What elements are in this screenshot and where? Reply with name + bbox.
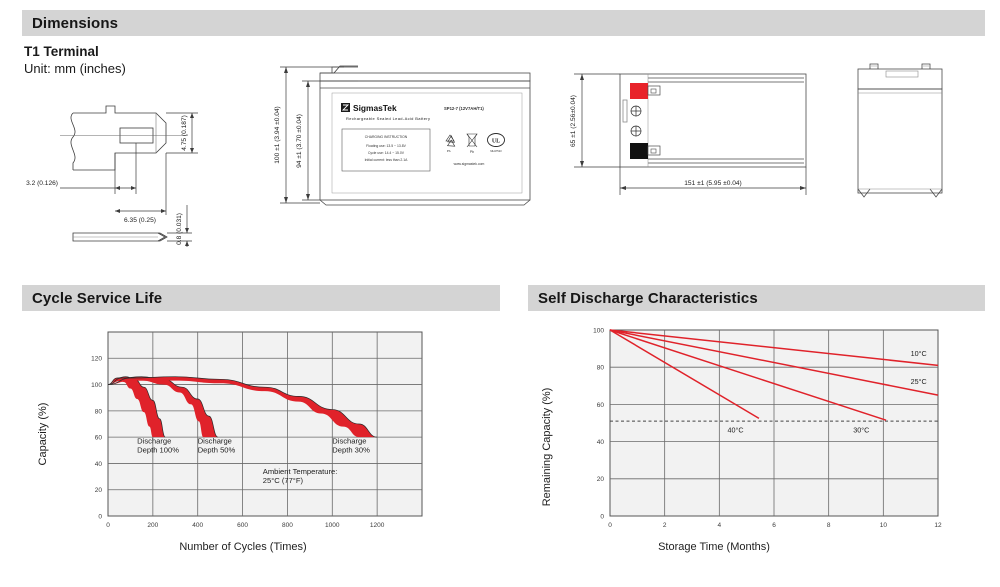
- recycle-icon: [445, 134, 456, 147]
- line-25C: [609, 329, 939, 396]
- section-header-cycle-service-life: Cycle Service Life: [22, 285, 500, 311]
- x-tick-label: 400: [192, 522, 203, 529]
- charging-line-2: Cycle use: 14.4 ~ 15.0V: [368, 151, 405, 155]
- battery-side-view-drawing: 100 ±1 (3.94 ±0.04) 94 ±1 (3.70 ±0.04): [262, 55, 532, 225]
- dim-battery-length: 151 ±1 (5.95 ±0.04): [684, 180, 741, 187]
- dim-battery-overall-height: 100 ±1 (3.94 ±0.04): [274, 106, 281, 163]
- dim-battery-width: 65 ±1 (2.56±0.04): [570, 95, 577, 147]
- y-axis-title: Remaining Capacity (%): [541, 388, 553, 507]
- x-tick-label: 1200: [370, 522, 385, 529]
- series-label-25C: 25°C: [911, 377, 927, 386]
- x-tick-label: 12: [934, 522, 942, 529]
- negative-polarity-icon: [630, 125, 642, 137]
- chart-annotation-3: Ambient Temperature:: [263, 467, 338, 476]
- band-discharge-depth-100-: [108, 376, 166, 438]
- x-tick-label: 0: [106, 522, 110, 529]
- x-tick-label: 200: [147, 522, 158, 529]
- battery-model: SP12-7 (12V7AH/T1): [444, 106, 484, 111]
- chart-annotation-2: Discharge: [332, 437, 366, 446]
- recycle-mark-label: Pb.: [447, 149, 452, 153]
- x-tick-label: 8: [827, 522, 831, 529]
- chart-self-discharge: 0 20 40 60 80 100 0 2 4 6 8 10 12 10°C 25°C 30°C 40°C Rem…: [528, 320, 998, 560]
- chart-annotation-1: Depth 50%: [198, 446, 236, 455]
- section-title-self-discharge: Self Discharge Characteristics: [538, 289, 758, 307]
- y-tick-label: 40: [95, 461, 103, 468]
- y-tick-label: 60: [95, 435, 103, 442]
- chart-cycle-service-life: 0 20 40 60 80 100 120 0 200 400 600 800 1000 1200 Disc…: [22, 320, 502, 560]
- section-title-cycle-service-life: Cycle Service Life: [32, 289, 163, 307]
- t1-terminal-title: T1 Terminal: [24, 44, 99, 59]
- battery-subtitle: Rechargeable Sealed Lead-Acid Battery: [346, 116, 430, 121]
- y-tick-label: 80: [597, 365, 605, 372]
- section-header-dimensions: Dimensions: [22, 10, 985, 36]
- y-tick-label: 40: [597, 439, 605, 446]
- t1-terminal-heading-block: T1 Terminal Unit: mm (inches): [24, 44, 126, 77]
- y-tick-label: 20: [95, 487, 103, 494]
- certification-marks: Pb. Pb UL MH47523 www.sigmastek.com: [445, 133, 505, 166]
- curve-upper: [107, 376, 378, 438]
- chart-annotation-0: Depth 100%: [137, 446, 179, 455]
- negative-terminal: [630, 143, 661, 159]
- y-tick-label: 100: [91, 382, 102, 389]
- section-header-self-discharge: Self Discharge Characteristics: [528, 285, 985, 311]
- positive-polarity-icon: [630, 105, 642, 117]
- band-discharge-depth-50-: [108, 376, 218, 438]
- x-axis-title: Number of Cycles (Times): [179, 541, 306, 553]
- line-30C: [609, 329, 887, 421]
- x-tick-label: 0: [608, 522, 612, 529]
- pb-mark-label: Pb: [470, 150, 474, 154]
- line-10C: [609, 329, 939, 367]
- dim-terminal-height: 4.75 (0.187): [181, 115, 188, 151]
- ul-sub-label: MH47523: [490, 149, 502, 153]
- y-tick-label: 0: [98, 513, 102, 520]
- curve-upper: [107, 376, 166, 438]
- x-axis-title: Storage Time (Months): [658, 541, 770, 553]
- y-tick-label: 80: [95, 408, 103, 415]
- charging-instruction-box: CHARGING INSTRUCTION Floating use: 13.5 …: [341, 128, 431, 172]
- y-axis-title: Capacity (%): [37, 403, 49, 466]
- y-tick-label: 0: [600, 513, 604, 520]
- battery-end-view-drawing: [850, 58, 980, 218]
- line-40C: [609, 329, 760, 419]
- x-tick-label: 800: [282, 522, 293, 529]
- y-tick-label: 120: [91, 356, 102, 363]
- dim-terminal-slot-width: 3.2 (0.126): [26, 180, 58, 187]
- y-tick-label: 20: [597, 476, 605, 483]
- charging-title: CHARGING INSTRUCTION: [365, 135, 408, 139]
- x-tick-label: 10: [880, 522, 888, 529]
- section-title-dimensions: Dimensions: [32, 14, 119, 32]
- battery-brand: SigmasTek: [353, 103, 397, 113]
- charging-line-3: Initial current: less than 2.1A: [365, 158, 409, 162]
- dim-battery-case-height: 94 ±1 (3.70 ±0.04): [296, 114, 303, 168]
- chart-annotation-3: 25°C (77°F): [263, 476, 304, 485]
- x-tick-label: 600: [237, 522, 248, 529]
- chart-annotation-2: Depth 30%: [332, 446, 370, 455]
- y-tick-label: 100: [593, 327, 604, 334]
- charging-line-1: Floating use: 13.5 ~ 13.8V: [366, 144, 406, 148]
- battery-top-view-drawing: 65 ±1 (2.56±0.04): [560, 55, 810, 225]
- x-tick-label: 1000: [325, 522, 340, 529]
- svg-text:UL: UL: [492, 139, 500, 145]
- curve-upper: [107, 376, 219, 438]
- chart-annotation-0: Discharge: [137, 437, 171, 446]
- x-tick-label: 6: [772, 522, 776, 529]
- series-label-40C: 40°C: [728, 425, 744, 434]
- crossed-bin-icon: [466, 133, 478, 148]
- dim-terminal-width: 6.35 (0.25): [124, 217, 156, 224]
- series-label-10C: 10°C: [911, 349, 927, 358]
- x-tick-label: 4: [718, 522, 722, 529]
- t1-unit-note: Unit: mm (inches): [24, 61, 126, 76]
- dim-terminal-thickness: 0.8 (0.031): [176, 213, 183, 245]
- ul-icon: UL: [487, 133, 505, 147]
- chart-annotation-1: Discharge: [198, 437, 232, 446]
- positive-terminal: [630, 83, 661, 99]
- x-tick-label: 2: [663, 522, 667, 529]
- battery-website: www.sigmastek.com: [454, 162, 485, 166]
- battery-label-brand-group: SigmasTek SP12-7 (12V7AH/T1) Rechargeabl…: [341, 103, 484, 121]
- series-label-30C: 30°C: [853, 425, 869, 434]
- t1-terminal-drawing: 4.75 (0.187) 3.2 (0.126) 6.35 (0.25): [20, 95, 230, 255]
- y-tick-label: 60: [597, 402, 605, 409]
